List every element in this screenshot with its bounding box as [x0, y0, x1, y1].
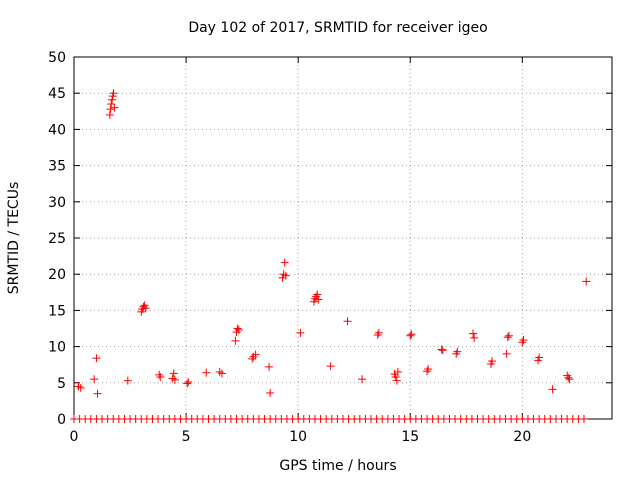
y-tick-label: 50: [48, 50, 66, 66]
data-point: [406, 331, 415, 340]
y-tick-label: 10: [48, 340, 66, 356]
x-tick-label: 20: [513, 429, 531, 445]
data-point: [105, 110, 114, 119]
data-point: [469, 329, 478, 338]
data-point: [266, 388, 275, 397]
data-point: [437, 345, 446, 354]
data-point: [470, 333, 479, 342]
data-point: [579, 415, 588, 423]
data-point: [141, 304, 150, 313]
data-point: [407, 330, 416, 339]
data-point: [326, 362, 335, 371]
data-point: [392, 376, 401, 385]
data-point: [233, 324, 242, 333]
data-point: [234, 325, 243, 334]
data-point: [535, 353, 544, 362]
y-tick-label: 40: [48, 122, 66, 138]
data-point: [519, 336, 528, 345]
data-point: [582, 277, 591, 286]
data-point: [156, 373, 165, 382]
data-point: [251, 350, 260, 359]
y-tick-label: 35: [48, 159, 66, 175]
data-point: [453, 347, 462, 356]
data-point: [564, 373, 573, 382]
data-point: [391, 373, 400, 382]
data-point: [76, 383, 85, 392]
axis-ticks: 0 5 10 15 20 25 30 35 40 45 50 0 5 10 15 20: [48, 50, 612, 445]
data-point: [265, 362, 274, 371]
data-point: [92, 354, 101, 363]
data-point: [504, 331, 513, 340]
data-point: [184, 378, 193, 387]
data-markers: [70, 89, 591, 423]
y-tick-label: 15: [48, 303, 66, 319]
data-point: [313, 290, 322, 299]
data-point: [90, 375, 99, 384]
x-tick-label: 15: [401, 429, 419, 445]
data-point: [202, 368, 211, 377]
data-point: [358, 375, 367, 384]
y-tick-label: 25: [48, 231, 66, 247]
data-point: [343, 317, 352, 326]
chart-title: Day 102 of 2017, SRMTID for receiver ige…: [188, 20, 487, 36]
data-point: [565, 375, 574, 384]
data-point: [231, 336, 240, 345]
data-point: [548, 385, 557, 394]
data-point: [170, 375, 179, 384]
data-point: [374, 328, 383, 337]
y-tick-label: 30: [48, 195, 66, 211]
y-tick-label: 5: [57, 376, 66, 392]
data-point: [109, 89, 118, 98]
y-axis-label: SRMTID / TECUs: [6, 182, 22, 295]
x-axis-label: GPS time / hours: [279, 458, 396, 474]
data-point: [488, 357, 497, 366]
data-point: [393, 367, 402, 376]
data-point: [183, 379, 192, 388]
data-point: [110, 103, 119, 112]
y-tick-label: 0: [57, 412, 66, 428]
data-point: [123, 376, 132, 385]
data-point: [93, 389, 102, 398]
data-point: [217, 369, 226, 378]
x-tick-label: 0: [70, 429, 79, 445]
data-point: [169, 369, 178, 378]
data-point: [502, 349, 511, 358]
data-point: [280, 258, 289, 267]
data-point: [108, 95, 117, 104]
x-tick-label: 5: [182, 429, 191, 445]
y-tick-label: 45: [48, 86, 66, 102]
data-point: [503, 333, 512, 342]
data-point: [438, 346, 447, 355]
x-tick-label: 10: [289, 429, 307, 445]
data-point: [296, 328, 305, 337]
data-point: [314, 295, 323, 304]
data-point: [281, 271, 290, 280]
data-point: [106, 105, 115, 114]
data-point: [424, 365, 433, 374]
y-tick-label: 20: [48, 267, 66, 283]
gridlines: [74, 57, 612, 419]
